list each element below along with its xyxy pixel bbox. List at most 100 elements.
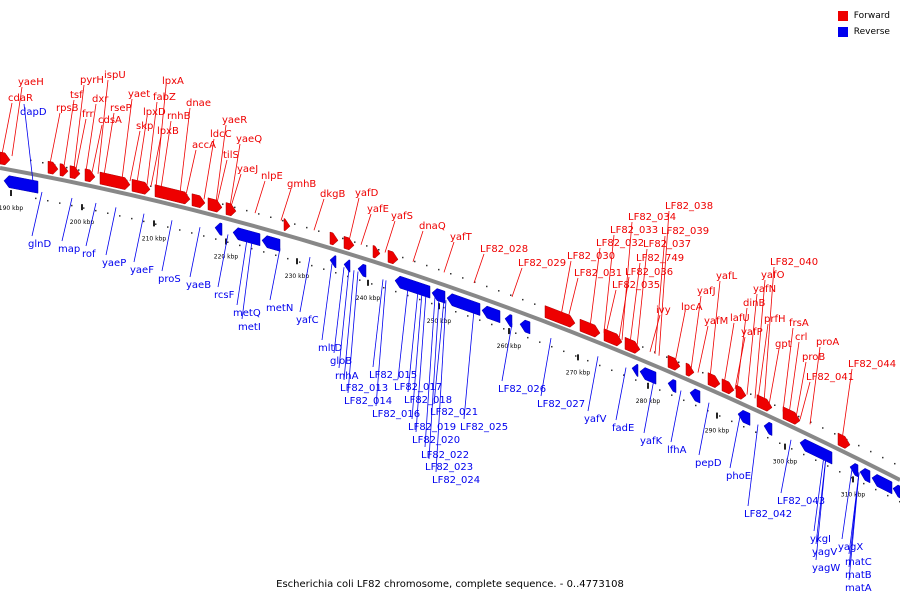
gene-label-ykgi[interactable]: ykgI xyxy=(810,534,831,545)
reverse-gene-feature[interactable] xyxy=(343,259,351,273)
gene-label-meti[interactable]: metI xyxy=(238,322,261,333)
gene-label-rsep[interactable]: rseP xyxy=(110,103,132,114)
reverse-gene-feature[interactable] xyxy=(3,175,39,194)
gene-label-dkgb[interactable]: dkgB xyxy=(320,189,345,200)
gene-label-lf82-020[interactable]: LF82_020 xyxy=(412,435,460,446)
gene-label-lf82-027[interactable]: LF82_027 xyxy=(537,399,585,410)
gene-label-prfh[interactable]: prfH xyxy=(764,314,786,325)
gene-label-lf82-044[interactable]: LF82_044 xyxy=(848,359,896,370)
gene-label-lf82-043[interactable]: LF82_043 xyxy=(777,496,825,507)
gene-label-yaer[interactable]: yaeR xyxy=(222,115,247,126)
gene-label-rnha[interactable]: rnhA xyxy=(335,371,359,382)
reverse-gene-feature[interactable] xyxy=(689,388,701,404)
gene-label-pepd[interactable]: pepD xyxy=(695,458,722,469)
gene-label-lf82-021[interactable]: LF82_021 xyxy=(430,407,478,418)
gene-label-tsf[interactable]: tsf xyxy=(70,90,83,101)
gene-label-glob[interactable]: gloB xyxy=(330,356,352,367)
reverse-gene-feature[interactable] xyxy=(859,468,871,484)
forward-gene-feature[interactable] xyxy=(69,165,81,179)
gene-label-lf82-749[interactable]: LF82_749 xyxy=(636,253,684,264)
forward-gene-feature[interactable] xyxy=(579,318,601,338)
gene-label-mata[interactable]: matA xyxy=(845,583,872,594)
gene-label-yaef[interactable]: yaeF xyxy=(130,265,154,276)
gene-label-lf82-029[interactable]: LF82_029 xyxy=(518,258,566,269)
forward-gene-feature[interactable] xyxy=(207,197,223,213)
gene-label-lf82-015[interactable]: LF82_015 xyxy=(369,370,417,381)
gene-label-lf82-040[interactable]: LF82_040 xyxy=(770,257,818,268)
gene-label-dinb[interactable]: dinB xyxy=(743,298,765,309)
gene-label-gpt[interactable]: gpt xyxy=(775,339,792,350)
reverse-gene-feature[interactable] xyxy=(892,484,900,499)
gene-label-yafp[interactable]: yafP xyxy=(741,327,763,338)
forward-gene-feature[interactable] xyxy=(685,362,695,377)
gene-label-yafc[interactable]: yafC xyxy=(296,315,319,326)
gene-label-rcsf[interactable]: rcsF xyxy=(214,290,235,301)
gene-label-yafe[interactable]: yafE xyxy=(367,204,389,215)
gene-label-ivy[interactable]: ivy xyxy=(656,305,671,316)
gene-label-lf82-022[interactable]: LF82_022 xyxy=(421,450,469,461)
gene-label-lf82-041[interactable]: LF82_041 xyxy=(806,372,854,383)
gene-label-ldcc[interactable]: ldcC xyxy=(210,129,232,140)
reverse-gene-feature[interactable] xyxy=(394,275,431,299)
gene-label-lf82-035[interactable]: LF82_035 xyxy=(612,280,660,291)
gene-label-yaeb[interactable]: yaeB xyxy=(186,280,211,291)
gene-label-yagv[interactable]: yagV xyxy=(812,547,837,558)
forward-gene-feature[interactable] xyxy=(756,394,773,412)
forward-gene-feature[interactable] xyxy=(47,160,59,175)
gene-label-proa[interactable]: proA xyxy=(816,337,839,348)
gene-label-lpxb[interactable]: lpxB xyxy=(157,126,179,137)
reverse-gene-feature[interactable] xyxy=(667,379,677,394)
gene-label-map[interactable]: map xyxy=(58,244,80,255)
gene-label-lf82-013[interactable]: LF82_013 xyxy=(340,383,388,394)
gene-label-lf82-042[interactable]: LF82_042 xyxy=(744,509,792,520)
reverse-gene-feature[interactable] xyxy=(849,463,859,478)
gene-label-yafk[interactable]: yafK xyxy=(640,436,663,447)
gene-label-ispu[interactable]: ispU xyxy=(104,70,126,81)
forward-gene-feature[interactable] xyxy=(667,354,681,371)
gene-label-lf82-028[interactable]: LF82_028 xyxy=(480,244,528,255)
gene-label-metq[interactable]: metQ xyxy=(233,308,261,319)
gene-label-lf82-024[interactable]: LF82_024 xyxy=(432,475,480,486)
forward-gene-feature[interactable] xyxy=(283,218,291,232)
gene-label-lf82-032[interactable]: LF82_032 xyxy=(596,238,644,249)
gene-label-lpxd[interactable]: lpxD xyxy=(143,107,166,118)
forward-gene-feature[interactable] xyxy=(329,231,339,246)
gene-label-yaet[interactable]: yaet xyxy=(128,89,150,100)
forward-gene-feature[interactable] xyxy=(707,372,721,388)
reverse-gene-feature[interactable] xyxy=(431,288,446,304)
gene-label-lf82-026[interactable]: LF82_026 xyxy=(498,384,546,395)
gene-label-lf82-016[interactable]: LF82_016 xyxy=(372,409,420,420)
gene-label-lf82-031[interactable]: LF82_031 xyxy=(574,268,622,279)
gene-label-lf82-033[interactable]: LF82_033 xyxy=(610,225,658,236)
gene-label-yafd[interactable]: yafD xyxy=(355,188,379,199)
forward-gene-feature[interactable] xyxy=(0,151,11,166)
forward-gene-feature[interactable] xyxy=(225,202,237,217)
forward-gene-feature[interactable] xyxy=(837,432,851,449)
forward-gene-feature[interactable] xyxy=(735,384,747,400)
gene-label-metn[interactable]: metN xyxy=(266,303,293,314)
gene-label-yafl[interactable]: yafL xyxy=(716,271,738,282)
gene-label-frsa[interactable]: frsA xyxy=(789,318,809,329)
forward-gene-feature[interactable] xyxy=(59,163,69,177)
forward-gene-feature[interactable] xyxy=(721,378,735,395)
reverse-gene-feature[interactable] xyxy=(329,255,337,269)
forward-gene-feature[interactable] xyxy=(624,336,641,354)
gene-label-yagw[interactable]: yagW xyxy=(812,563,840,574)
gene-label-matb[interactable]: matB xyxy=(845,570,872,581)
forward-gene-feature[interactable] xyxy=(544,305,576,328)
gene-label-cdsa[interactable]: cdsA xyxy=(98,115,122,126)
gene-label-yaft[interactable]: yafT xyxy=(450,232,473,243)
gene-label-crl[interactable]: crl xyxy=(795,332,807,343)
forward-gene-feature[interactable] xyxy=(131,178,151,195)
gene-label-yafj[interactable]: yafJ xyxy=(697,286,716,297)
gene-label-lf82-038[interactable]: LF82_038 xyxy=(665,201,713,212)
gene-label-yafs[interactable]: yafS xyxy=(391,211,413,222)
gene-label-gmhb[interactable]: gmhB xyxy=(287,179,316,190)
reverse-gene-feature[interactable] xyxy=(737,409,751,426)
gene-label-skp[interactable]: skp xyxy=(136,121,153,132)
reverse-gene-feature[interactable] xyxy=(214,222,223,236)
reverse-gene-feature[interactable] xyxy=(631,363,639,378)
gene-label-lf82-019[interactable]: LF82_019 xyxy=(408,422,456,433)
reverse-gene-feature[interactable] xyxy=(481,305,501,324)
gene-label-rof[interactable]: rof xyxy=(82,249,96,260)
